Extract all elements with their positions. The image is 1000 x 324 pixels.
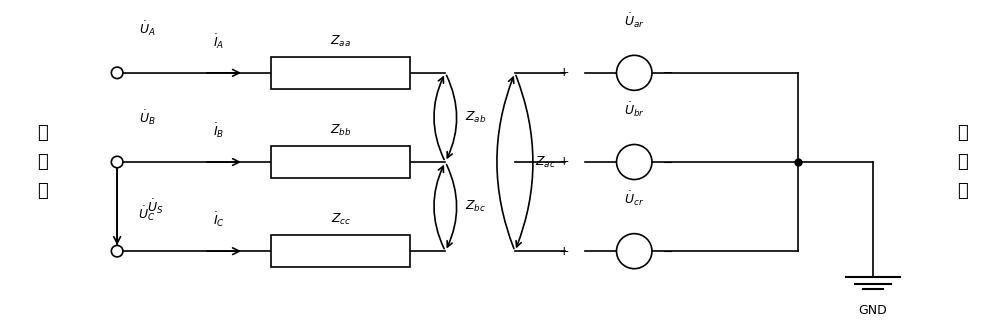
FancyArrowPatch shape <box>516 75 533 247</box>
Text: 配
合
端: 配 合 端 <box>957 124 968 200</box>
Ellipse shape <box>617 234 652 269</box>
Text: $-$: $-$ <box>662 156 673 168</box>
Text: $+$: $+$ <box>558 245 570 258</box>
Text: $-$: $-$ <box>662 66 673 79</box>
Text: $\dot{I}_A$: $\dot{I}_A$ <box>213 32 225 51</box>
Text: $\dot{U}_{cr}$: $\dot{U}_{cr}$ <box>624 190 644 208</box>
Text: $\dot{I}_C$: $\dot{I}_C$ <box>213 210 225 229</box>
Text: $Z_{ac}$: $Z_{ac}$ <box>535 155 556 169</box>
Ellipse shape <box>111 156 123 168</box>
Ellipse shape <box>617 55 652 90</box>
FancyArrowPatch shape <box>434 77 444 159</box>
Text: $+$: $+$ <box>558 156 570 168</box>
Text: $\dot{U}_{ar}$: $\dot{U}_{ar}$ <box>624 11 645 30</box>
Text: $Z_{ab}$: $Z_{ab}$ <box>465 110 487 125</box>
Ellipse shape <box>617 145 652 179</box>
FancyArrowPatch shape <box>434 166 444 249</box>
Text: $Z_{cc}$: $Z_{cc}$ <box>331 212 351 227</box>
Text: $\dot{U}_B$: $\dot{U}_B$ <box>139 108 155 127</box>
Text: $Z_{aa}$: $Z_{aa}$ <box>330 34 351 49</box>
FancyArrowPatch shape <box>497 77 514 249</box>
Text: $\dot{U}_A$: $\dot{U}_A$ <box>139 19 155 38</box>
Text: $\dot{U}_S$: $\dot{U}_S$ <box>147 197 164 216</box>
Text: $-$: $-$ <box>662 245 673 258</box>
Text: $\dot{U}_{br}$: $\dot{U}_{br}$ <box>624 100 645 119</box>
Text: GND: GND <box>859 304 887 317</box>
Text: $\dot{I}_B$: $\dot{I}_B$ <box>213 121 225 140</box>
Bar <box>271 57 410 89</box>
Text: $Z_{bb}$: $Z_{bb}$ <box>330 123 352 138</box>
Text: $+$: $+$ <box>558 66 570 79</box>
FancyArrowPatch shape <box>447 75 457 158</box>
Bar <box>271 235 410 267</box>
Text: $Z_{bc}$: $Z_{bc}$ <box>465 199 486 214</box>
Text: $\dot{U}_C$: $\dot{U}_C$ <box>138 204 156 223</box>
FancyArrowPatch shape <box>447 165 457 247</box>
Text: 测
量
端: 测 量 端 <box>37 124 48 200</box>
Ellipse shape <box>111 67 123 78</box>
Bar <box>271 146 410 178</box>
Ellipse shape <box>111 246 123 257</box>
